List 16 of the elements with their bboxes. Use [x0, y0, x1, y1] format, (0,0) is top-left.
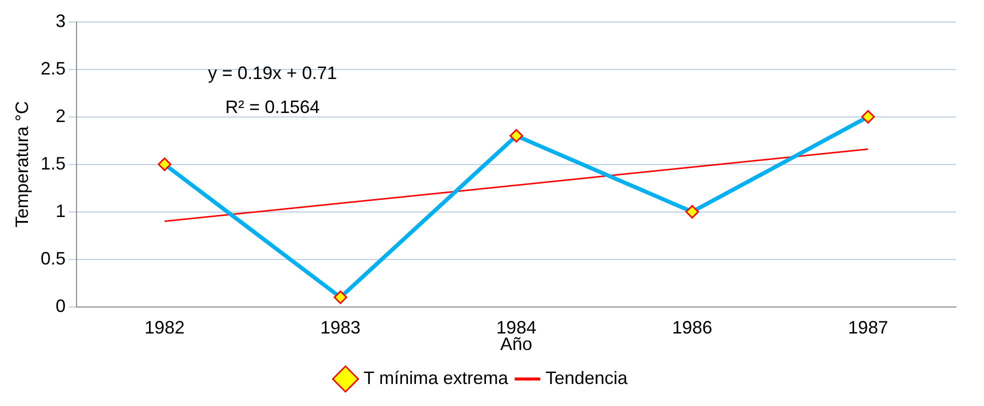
y-tick-label: 2	[56, 106, 66, 126]
annotation: y = 0.19x + 0.71	[208, 63, 338, 84]
y-tick-label: 0	[56, 296, 66, 316]
legend-label: Tendencia	[545, 368, 629, 388]
annotation: R² = 0.1564	[225, 97, 320, 118]
y-tick-label: 1.5	[40, 153, 66, 174]
legend-label: T mínima extrema	[363, 368, 510, 388]
x-tick-label: 1982	[144, 318, 185, 338]
x-tick-label: 1986	[672, 318, 712, 338]
x-tick-label: 1987	[848, 318, 888, 338]
y-tick-label: 3	[56, 10, 66, 31]
y-tick-label: 1	[56, 200, 66, 221]
y-tick-label: 0.5	[40, 248, 66, 268]
y-axis-title: Temperatura °C	[12, 101, 32, 228]
y-tick-label: 2.5	[40, 58, 66, 78]
x-tick-label: 1983	[320, 318, 360, 338]
